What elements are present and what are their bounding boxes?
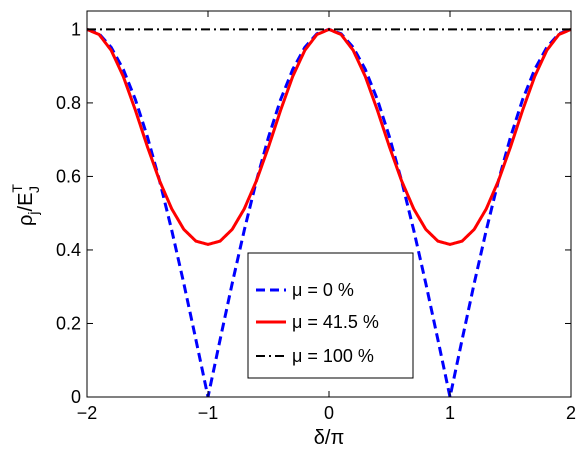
y-tick-label: 0.8 [56, 93, 81, 113]
legend-label-2: μ = 41.5 % [292, 312, 379, 332]
y-axis-label-rest: /E [15, 193, 37, 212]
x-tick-label: −1 [198, 403, 219, 423]
y-tick-label: 0.2 [56, 313, 81, 333]
x-tick-label: 1 [445, 403, 455, 423]
y-tick-label: 0.4 [56, 240, 81, 260]
x-tick-label: 0 [324, 403, 334, 423]
y-tick-label: 0 [71, 387, 81, 407]
y-axis-label-sub: j [25, 211, 41, 215]
x-tick-label: 2 [566, 403, 576, 423]
svg-text:ρj/ETJ: ρj/ETJ [9, 184, 42, 226]
legend: μ = 0 % μ = 41.5 % μ = 100 % [247, 252, 414, 379]
series-layer [86, 27, 572, 398]
y-axis-label-base: ρ [15, 215, 37, 226]
y-axis-label-sub2: J [26, 186, 42, 193]
x-tick-label: −2 [77, 403, 98, 423]
legend-box [247, 252, 414, 379]
tick-layer: −2 −1 0 1 2 0 0.2 0.4 0.6 0.8 1 [56, 11, 576, 423]
x-axis-label: δ/π [314, 427, 345, 449]
y-axis-label-sup: T [9, 184, 25, 193]
legend-label-3: μ = 100 % [292, 346, 374, 366]
legend-label-1: μ = 0 % [292, 280, 354, 300]
y-tick-label: 0.6 [56, 166, 81, 186]
y-tick-label: 1 [71, 19, 81, 39]
y-axis-label: ρj/ETJ [9, 184, 42, 226]
